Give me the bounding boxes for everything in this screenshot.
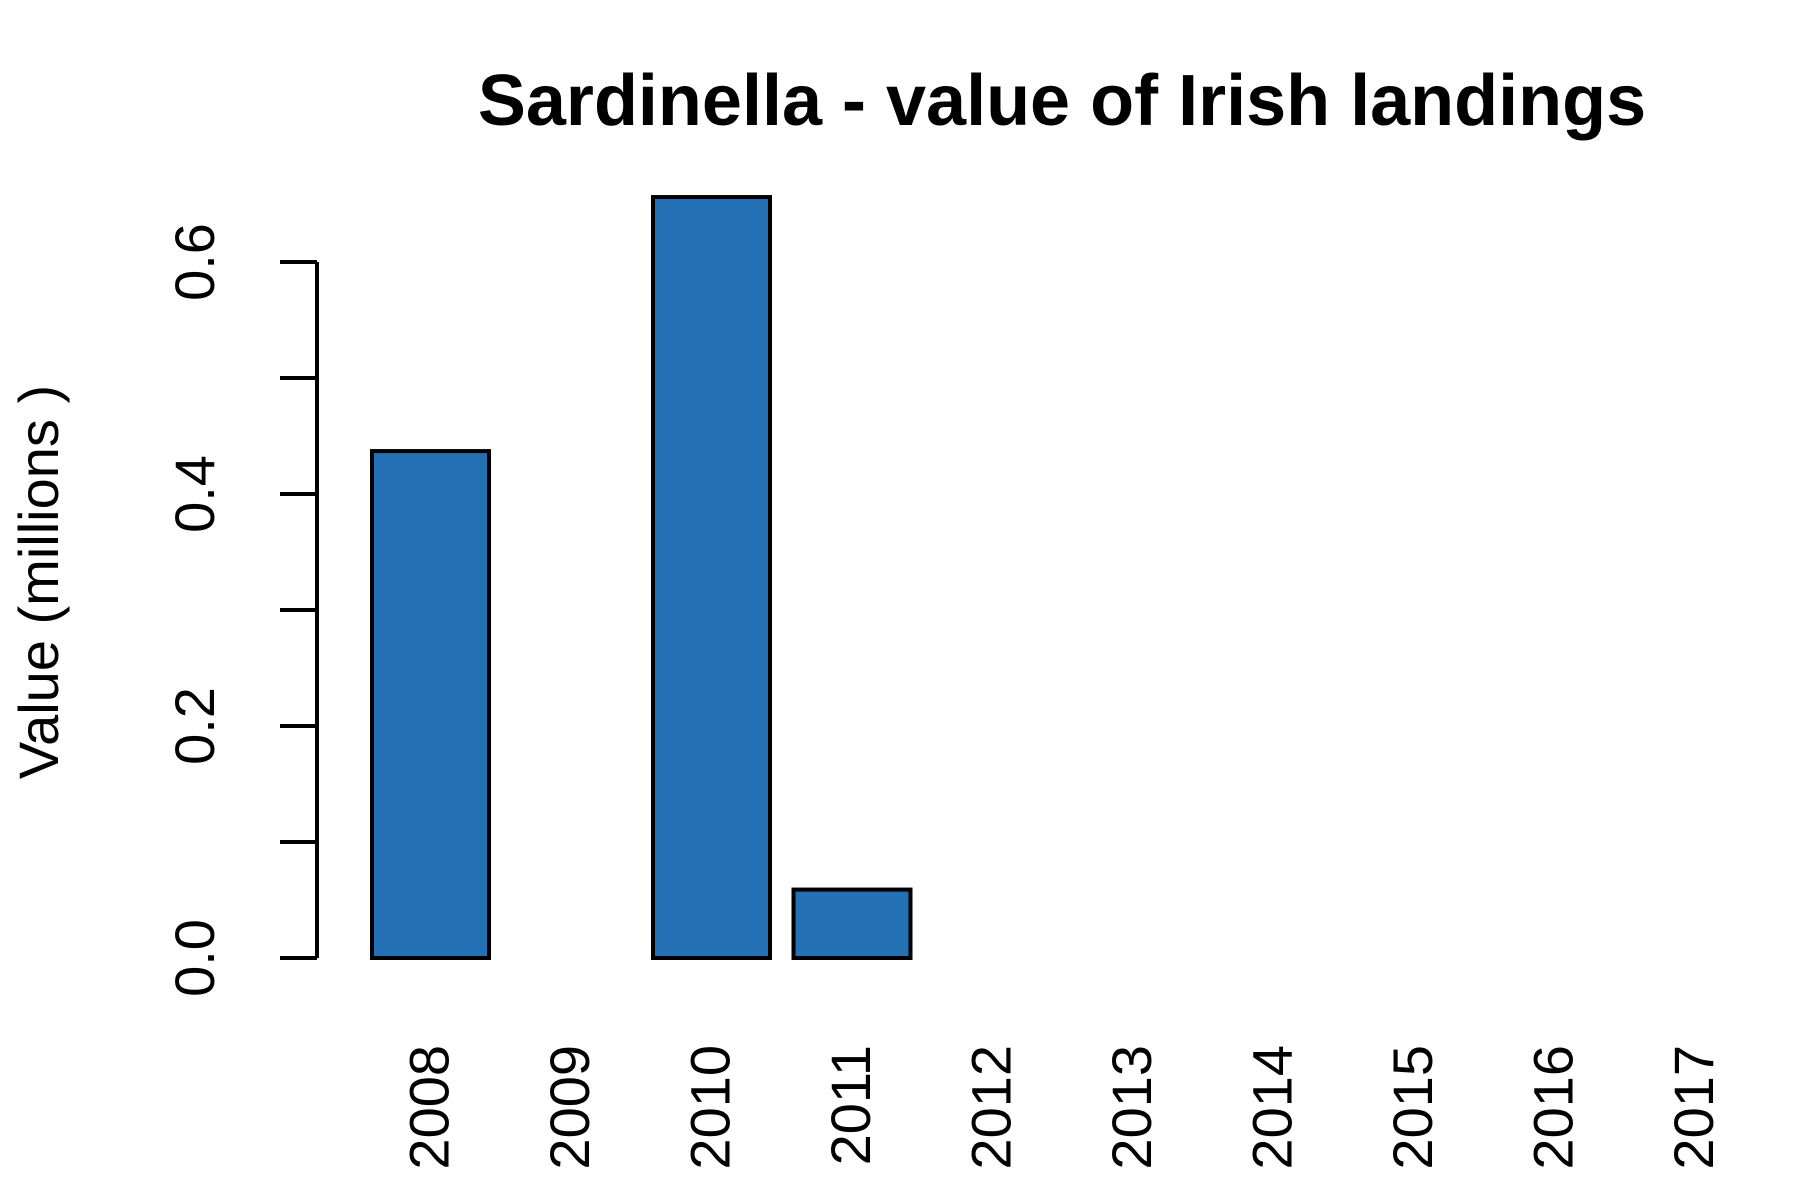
y-tick-label: 0.4 <box>163 455 226 533</box>
y-axis: 0.0 0.2 0.4 0.6 <box>163 223 319 997</box>
x-tick-label: 2011 <box>819 1045 882 1165</box>
y-tick-label: 0.6 <box>163 223 226 301</box>
x-tick-label: 2009 <box>538 1045 601 1170</box>
x-tick-label: 2013 <box>1100 1045 1163 1170</box>
x-tick-label: 2017 <box>1662 1045 1725 1170</box>
x-tick-label: 2014 <box>1241 1045 1304 1170</box>
x-tick-label: 2015 <box>1381 1045 1444 1170</box>
x-tick-label: 2008 <box>398 1045 461 1170</box>
bar-2011 <box>791 887 913 960</box>
y-axis-label: Value (millions ) <box>7 385 70 779</box>
x-tick-label: 2016 <box>1522 1045 1585 1170</box>
y-tick-label: 0.0 <box>163 919 226 997</box>
bar-2008 <box>370 449 491 960</box>
x-tick-label: 2012 <box>960 1045 1023 1170</box>
x-tick-label: 2010 <box>679 1045 742 1170</box>
x-axis-tick-labels: 2008 2009 2010 2011 2012 2013 2014 2015 2016 2017 <box>398 1045 1726 1170</box>
bar-2010 <box>651 195 772 961</box>
y-tick-label: 0.2 <box>163 687 226 765</box>
bars <box>370 195 913 961</box>
chart-title: Sardinella - value of Irish landings <box>478 61 1646 141</box>
